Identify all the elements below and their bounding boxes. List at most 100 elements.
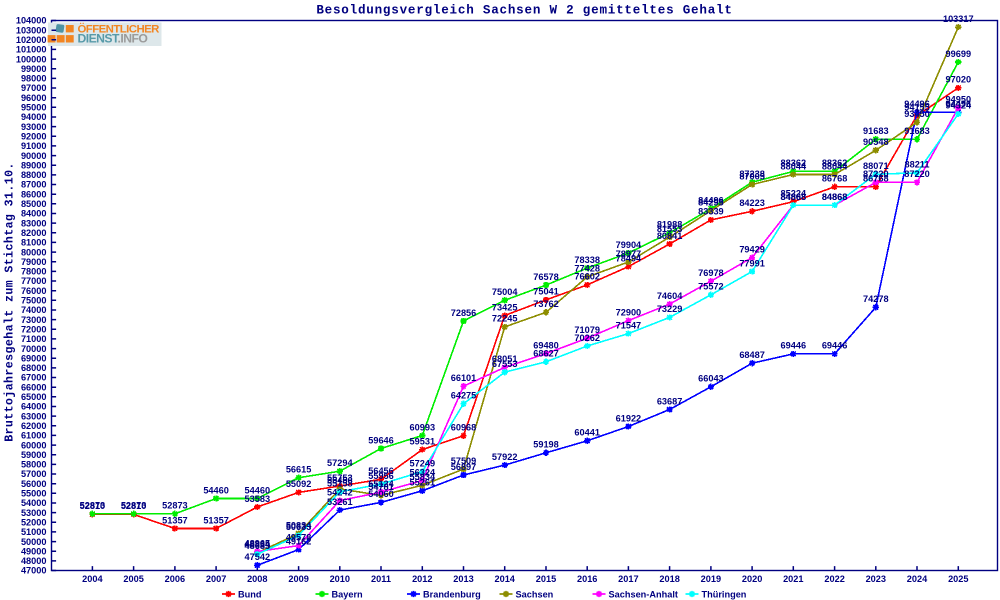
svg-text:94000: 94000 (21, 112, 47, 122)
svg-text:Besoldungsvergleich Sachsen W: Besoldungsvergleich Sachsen W 2 gemittel… (316, 3, 732, 17)
svg-text:84295: 84295 (698, 197, 724, 207)
svg-text:59000: 59000 (21, 450, 47, 460)
svg-text:47000: 47000 (21, 566, 47, 576)
svg-text:70000: 70000 (21, 344, 47, 354)
svg-text:48000: 48000 (21, 556, 47, 566)
svg-text:55834: 55834 (410, 472, 436, 482)
svg-text:83000: 83000 (21, 218, 47, 228)
svg-text:55000: 55000 (21, 489, 47, 499)
svg-text:52873: 52873 (162, 501, 188, 511)
svg-text:56456: 56456 (368, 466, 394, 476)
svg-text:52000: 52000 (21, 518, 47, 528)
svg-text:Thüringen: Thüringen (702, 589, 747, 599)
svg-text:53000: 53000 (21, 508, 47, 518)
svg-text:50834: 50834 (286, 520, 312, 530)
svg-text:55092: 55092 (286, 479, 312, 489)
svg-text:Bruttojahresgehalt zum Stichta: Bruttojahresgehalt zum Stichtag 31.10. (3, 162, 16, 442)
svg-text:76978: 76978 (698, 268, 724, 278)
svg-text:52873: 52873 (121, 501, 147, 511)
svg-text:87000: 87000 (21, 180, 47, 190)
svg-text:50633: 50633 (286, 522, 312, 532)
svg-text:52810: 52810 (80, 501, 106, 511)
svg-text:95000: 95000 (21, 103, 47, 113)
svg-text:76000: 76000 (21, 286, 47, 296)
svg-text:72000: 72000 (21, 325, 47, 335)
svg-text:68000: 68000 (21, 363, 47, 373)
svg-text:74278: 74278 (863, 294, 889, 304)
svg-text:93000: 93000 (21, 122, 47, 132)
svg-text:55158: 55158 (327, 479, 353, 489)
svg-text:55124: 55124 (368, 479, 394, 489)
svg-text:48685: 48685 (245, 541, 271, 551)
svg-text:59646: 59646 (368, 435, 394, 445)
svg-text:54000: 54000 (21, 498, 47, 508)
svg-text:2017: 2017 (618, 574, 638, 584)
svg-text:103000: 103000 (16, 25, 47, 35)
svg-text:84223: 84223 (739, 198, 765, 208)
svg-text:52873: 52873 (80, 501, 106, 511)
svg-text:62000: 62000 (21, 421, 47, 431)
svg-text:88362: 88362 (822, 158, 848, 168)
svg-text:71079: 71079 (574, 325, 600, 335)
svg-text:79000: 79000 (21, 257, 47, 267)
svg-text:54781: 54781 (368, 482, 394, 492)
svg-text:84868: 84868 (781, 192, 807, 202)
svg-text:Sachsen-Anhalt: Sachsen-Anhalt (609, 589, 678, 599)
svg-text:89000: 89000 (21, 160, 47, 170)
svg-text:94950: 94950 (946, 95, 972, 105)
svg-text:84868: 84868 (822, 192, 848, 202)
svg-text:77428: 77428 (574, 264, 600, 274)
svg-text:79429: 79429 (739, 244, 765, 254)
svg-text:87220: 87220 (904, 169, 930, 179)
svg-text:88211: 88211 (904, 160, 929, 170)
svg-text:65000: 65000 (21, 392, 47, 402)
svg-text:68487: 68487 (739, 350, 765, 360)
svg-text:74604: 74604 (657, 291, 683, 301)
svg-text:Brandenburg: Brandenburg (423, 589, 481, 599)
svg-text:68627: 68627 (533, 349, 559, 359)
svg-text:85224: 85224 (781, 189, 807, 199)
svg-text:78494: 78494 (616, 253, 642, 263)
svg-text:48965: 48965 (245, 538, 271, 548)
svg-text:72856: 72856 (451, 308, 477, 318)
svg-text:84000: 84000 (21, 209, 47, 219)
svg-text:60968: 60968 (451, 423, 477, 433)
svg-text:55956: 55956 (368, 471, 394, 481)
svg-text:86000: 86000 (21, 189, 47, 199)
svg-text:76578: 76578 (533, 272, 559, 282)
svg-text:Bund: Bund (238, 589, 261, 599)
svg-text:86768: 86768 (863, 174, 889, 184)
svg-text:53261: 53261 (327, 497, 353, 507)
svg-text:96000: 96000 (21, 93, 47, 103)
svg-text:58000: 58000 (21, 460, 47, 470)
svg-text:88000: 88000 (21, 170, 47, 180)
svg-text:54460: 54460 (245, 485, 271, 495)
svg-text:88071: 88071 (863, 161, 889, 171)
svg-text:2021: 2021 (783, 574, 803, 584)
svg-text:88362: 88362 (781, 158, 807, 168)
svg-text:86768: 86768 (822, 174, 848, 184)
svg-text:Bayern: Bayern (332, 589, 364, 599)
svg-text:69000: 69000 (21, 353, 47, 363)
svg-text:104000: 104000 (16, 16, 47, 26)
svg-text:2013: 2013 (453, 574, 473, 584)
svg-text:78338: 78338 (574, 255, 600, 265)
svg-text:71547: 71547 (616, 320, 642, 330)
svg-text:57294: 57294 (327, 458, 353, 468)
svg-text:69480: 69480 (533, 340, 559, 350)
svg-text:2023: 2023 (866, 574, 886, 584)
svg-text:73762: 73762 (533, 299, 559, 309)
svg-text:2019: 2019 (701, 574, 721, 584)
svg-text:91683: 91683 (904, 126, 930, 136)
svg-text:75041: 75041 (533, 287, 559, 297)
svg-text:57000: 57000 (21, 469, 47, 479)
svg-text:77000: 77000 (21, 276, 47, 286)
svg-text:81553: 81553 (657, 224, 683, 234)
svg-text:2004: 2004 (82, 574, 103, 584)
svg-text:53583: 53583 (245, 494, 271, 504)
svg-text:75000: 75000 (21, 296, 47, 306)
svg-text:102000: 102000 (16, 35, 47, 45)
svg-text:78977: 78977 (616, 249, 642, 259)
svg-text:81988: 81988 (657, 220, 683, 230)
svg-text:72900: 72900 (616, 307, 642, 317)
